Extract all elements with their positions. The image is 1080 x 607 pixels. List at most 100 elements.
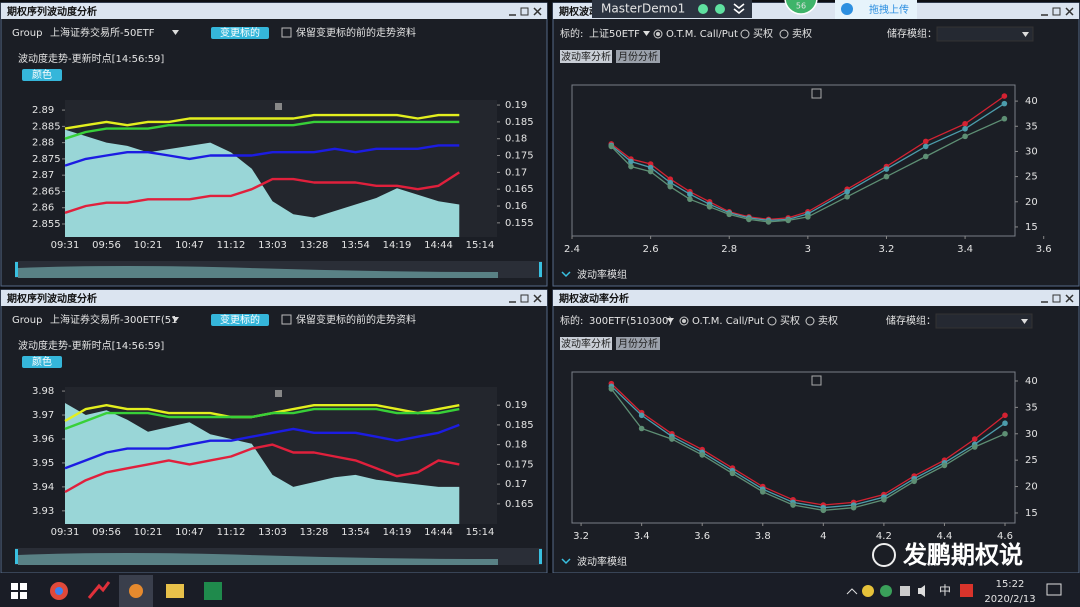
x-tick-label: 13:03 <box>258 240 287 251</box>
dropdown-arrow[interactable] <box>643 31 650 36</box>
smile-point <box>922 143 929 150</box>
y-tick-label: 3.96 <box>32 434 54 445</box>
volume-icon[interactable] <box>918 585 925 597</box>
tab-month[interactable] <box>616 337 660 350</box>
scroll-handle[interactable] <box>539 262 542 277</box>
smile-point <box>1001 100 1008 107</box>
tray-icon[interactable] <box>880 585 892 597</box>
underlying-select[interactable]: 上证50ETF <box>589 28 640 40</box>
storage-select[interactable] <box>935 313 1033 329</box>
window-title: 期权序列波动度分析 <box>7 5 97 18</box>
x-tick-label: 2.8 <box>721 244 737 255</box>
change-button[interactable] <box>211 27 269 39</box>
dropdown-arrow[interactable] <box>172 317 179 322</box>
tab-month[interactable] <box>616 50 660 63</box>
tab-vol[interactable] <box>560 50 612 63</box>
smile-point <box>667 183 674 190</box>
scroll-handle[interactable] <box>15 549 18 564</box>
keep-checkbox[interactable] <box>281 314 292 325</box>
maximize-button[interactable] <box>1052 294 1061 303</box>
tray-icon[interactable] <box>960 584 973 597</box>
plot-marker <box>811 88 822 99</box>
y-tick-label: 15 <box>1025 508 1038 519</box>
smile-point <box>628 163 634 170</box>
smile-point <box>687 191 693 198</box>
dropdown-arrow[interactable] <box>1022 32 1029 37</box>
badge[interactable] <box>784 0 818 15</box>
close-button[interactable] <box>533 294 542 303</box>
y-tick-label: 3.98 <box>32 386 54 397</box>
underlying-select[interactable]: 300ETF(510300) <box>589 316 672 327</box>
close-button[interactable] <box>533 7 542 16</box>
y-tick-label: 15 <box>1025 222 1038 233</box>
smile-line <box>610 103 1005 222</box>
smile-line <box>610 118 1005 223</box>
tray-icon[interactable] <box>900 586 910 596</box>
app-icon[interactable] <box>87 581 111 599</box>
radio-button[interactable] <box>679 316 689 326</box>
dropdown-arrow[interactable] <box>667 318 674 323</box>
scroll-handle[interactable] <box>15 262 18 277</box>
radio-button[interactable] <box>653 29 663 39</box>
x-tick-label: 2.4 <box>564 244 580 255</box>
storage-select[interactable] <box>936 26 1034 42</box>
y-tick-label: 20 <box>1025 197 1038 208</box>
smile-point <box>608 143 615 150</box>
maximize-button[interactable] <box>520 7 529 16</box>
group-select[interactable]: 上海证券交易所-50ETF <box>50 26 155 39</box>
radio-button[interactable] <box>740 29 750 39</box>
line-series <box>64 113 460 130</box>
y-tick-label: 2.865 <box>32 186 61 197</box>
color-button[interactable] <box>22 356 62 368</box>
start-button[interactable] <box>11 583 27 599</box>
smile-point <box>881 496 887 503</box>
y-tick-label: 40 <box>1025 376 1038 387</box>
maximize-button[interactable] <box>520 294 529 303</box>
radio-button[interactable] <box>767 316 777 326</box>
group-select[interactable]: 上海证券交易所-300ETF(51 <box>50 313 178 326</box>
y-tick-label: 2.885 <box>32 121 61 132</box>
expand-icon[interactable] <box>561 558 571 565</box>
change-button[interactable] <box>211 314 269 326</box>
folder-icon[interactable] <box>166 584 184 598</box>
radio-button[interactable] <box>805 316 815 326</box>
smile-point <box>844 193 850 200</box>
maximize-button[interactable] <box>1052 7 1061 16</box>
radio-button[interactable] <box>779 29 789 39</box>
plot-marker <box>275 103 282 110</box>
upload-button[interactable] <box>835 0 917 19</box>
app-icon <box>129 584 143 598</box>
tray-icon[interactable] <box>862 585 874 597</box>
tab-month-text: 月份分析 <box>618 337 658 350</box>
scroll-handle[interactable] <box>539 549 542 564</box>
smile-point <box>647 164 654 171</box>
x-tick-label: 4.6 <box>997 531 1013 542</box>
upload-icon <box>841 3 853 15</box>
x-tick-label: 13:28 <box>300 240 329 251</box>
expand-icon[interactable] <box>561 271 571 278</box>
close-button[interactable] <box>1065 7 1074 16</box>
clock-date[interactable]: 2020/2/13 <box>984 594 1035 605</box>
close-button[interactable] <box>1065 294 1074 303</box>
tray-arrow[interactable] <box>846 588 858 595</box>
x-tick-label: 14:44 <box>424 240 453 251</box>
collapse-icon[interactable] <box>733 3 745 15</box>
dropdown-arrow[interactable] <box>172 30 179 35</box>
clock-time[interactable]: 15:22 <box>996 579 1025 590</box>
watermark: 发鹏期权说 <box>872 541 1023 569</box>
tab-vol[interactable] <box>560 337 612 350</box>
color-button[interactable] <box>22 69 62 81</box>
excel-icon[interactable] <box>204 582 222 600</box>
radio-label: 卖权 <box>818 314 838 327</box>
keep-checkbox[interactable] <box>281 27 292 38</box>
dropdown-arrow[interactable] <box>1021 319 1028 324</box>
y-tick-label: 2.88 <box>32 138 54 149</box>
smile-point <box>962 133 968 140</box>
ime-indicator[interactable]: 中 <box>939 583 951 598</box>
status-dot[interactable] <box>715 4 725 14</box>
status-dot[interactable] <box>698 4 708 14</box>
smile-point <box>746 216 752 223</box>
taskbar: 中 15:22 2020/2/13 <box>0 573 1080 607</box>
notification-icon[interactable] <box>1046 583 1062 596</box>
